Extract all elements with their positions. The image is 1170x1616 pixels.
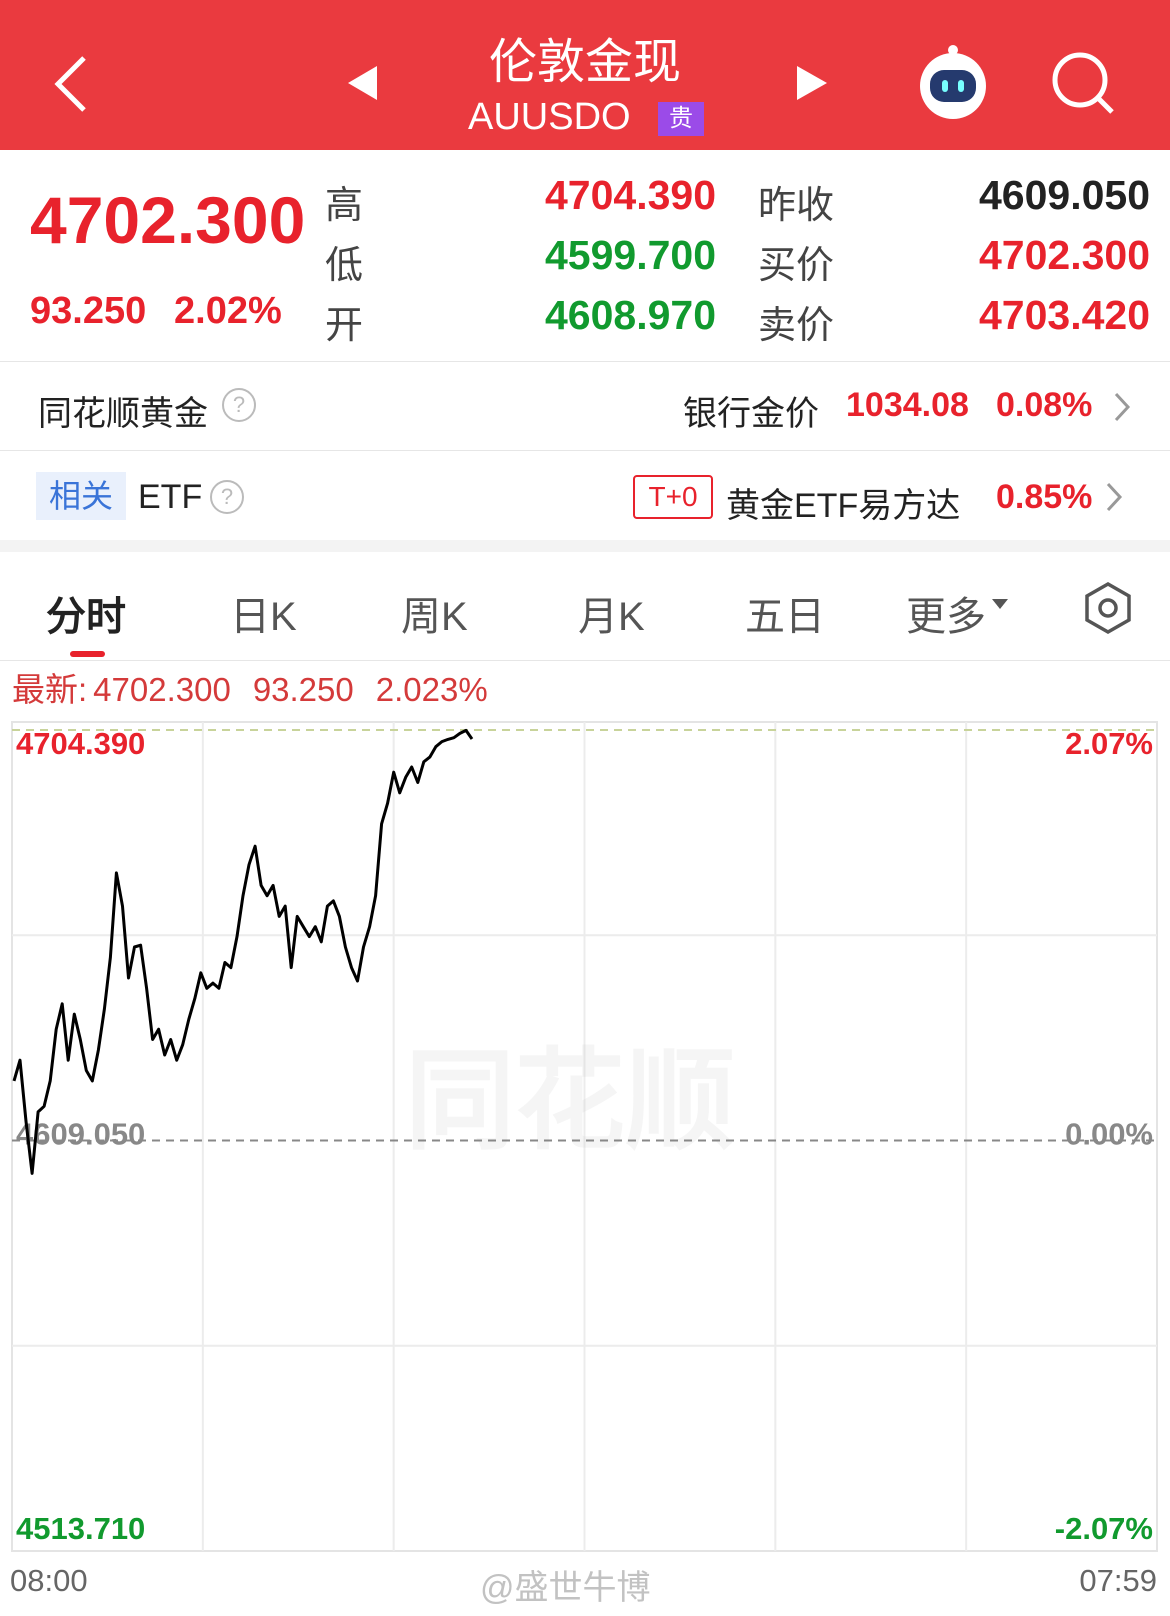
chevron[interactable] [1112,390,1132,424]
back-button[interactable] [54,56,86,112]
etf-pct: 0.85% [996,478,1093,516]
gold-pct: 0.08% [996,386,1093,424]
latest-legend: 最新: 4702.300 93.250 2.023% [12,671,488,708]
chevron[interactable] [1104,480,1124,514]
code: AUUSDO [468,96,631,138]
change-pct: 2.02% [174,290,282,332]
spacer [0,540,1170,552]
y2-tick-label: 0.00% [1065,1117,1153,1152]
field-value: 4702.300 [978,232,1150,278]
field-label: 开 [325,305,364,347]
divider [0,450,1170,451]
field-label: 卖价 [758,305,835,347]
t0-badge: T+0 [633,475,713,519]
header-icons [54,45,1114,119]
settings-icon[interactable] [1080,580,1136,636]
latest-value: 93.250 [253,671,354,708]
field-label: 低 [325,245,364,287]
gold-name[interactable]: 同花顺黄金 [38,395,208,433]
tab[interactable]: 五日 [745,595,825,639]
tab[interactable]: 更多 [906,595,986,639]
x-tick-label: 07:59 [1079,1563,1157,1598]
latest-value: 4702.300 [93,671,231,708]
search-button[interactable] [1052,52,1114,114]
gold-label: 银行金价 [683,395,819,433]
badge: 贵 [658,102,704,136]
field-label: 买价 [758,245,835,287]
chart: 最新: 4702.300 93.250 2.023% 同花顺 4704.390 2.07% 4… [10,671,1158,1598]
field-value: 4599.700 [544,232,716,278]
field-value: 4704.390 [544,172,716,218]
field-value: 4703.420 [978,292,1150,338]
etf-fund[interactable]: 黄金ETF易方达 [726,487,961,525]
next-button[interactable] [797,66,827,100]
gold-price: 1034.08 [846,386,969,424]
dropdown-arrow[interactable] [990,596,1010,612]
tab[interactable]: 周K [401,595,468,639]
etf-name[interactable]: ETF [138,478,203,516]
field-label: 昨收 [758,185,835,227]
latest-value: 最新: [12,671,87,708]
field-value: 4609.050 [978,172,1150,218]
header: 伦敦金现 AUUSDO 贵 [0,0,1170,150]
y2-tick-label: 2.07% [1065,726,1153,761]
x-tick-label: 08:00 [10,1563,88,1598]
tab[interactable]: 日K [230,595,297,639]
change: 93.250 [30,290,147,332]
y-tick-label: 4704.390 [16,726,145,761]
latest-value: 2.023% [376,671,488,708]
watermark: @盛世牛博 [480,1569,651,1607]
price-line [12,728,474,1175]
divider [0,361,1170,362]
y-tick-label: 4513.710 [16,1511,145,1546]
tab[interactable]: 分时 [46,595,126,639]
tab[interactable]: 月K [578,595,645,639]
help-icon[interactable]: ? [222,388,256,422]
chart-watermark: 同花顺 [405,1040,735,1163]
divider [0,660,1170,661]
y2-tick-label: -2.07% [1055,1511,1153,1546]
field-label: 高 [325,185,364,227]
robot-icon[interactable] [920,45,986,119]
help-icon[interactable]: ? [210,480,244,514]
price: 4702.300 [30,183,306,257]
field-value: 4608.970 [544,292,716,338]
tab-indicator [70,651,105,657]
title: 伦敦金现 [488,36,681,89]
prev-button[interactable] [348,66,377,100]
etf-tag: 相关 [36,472,126,520]
